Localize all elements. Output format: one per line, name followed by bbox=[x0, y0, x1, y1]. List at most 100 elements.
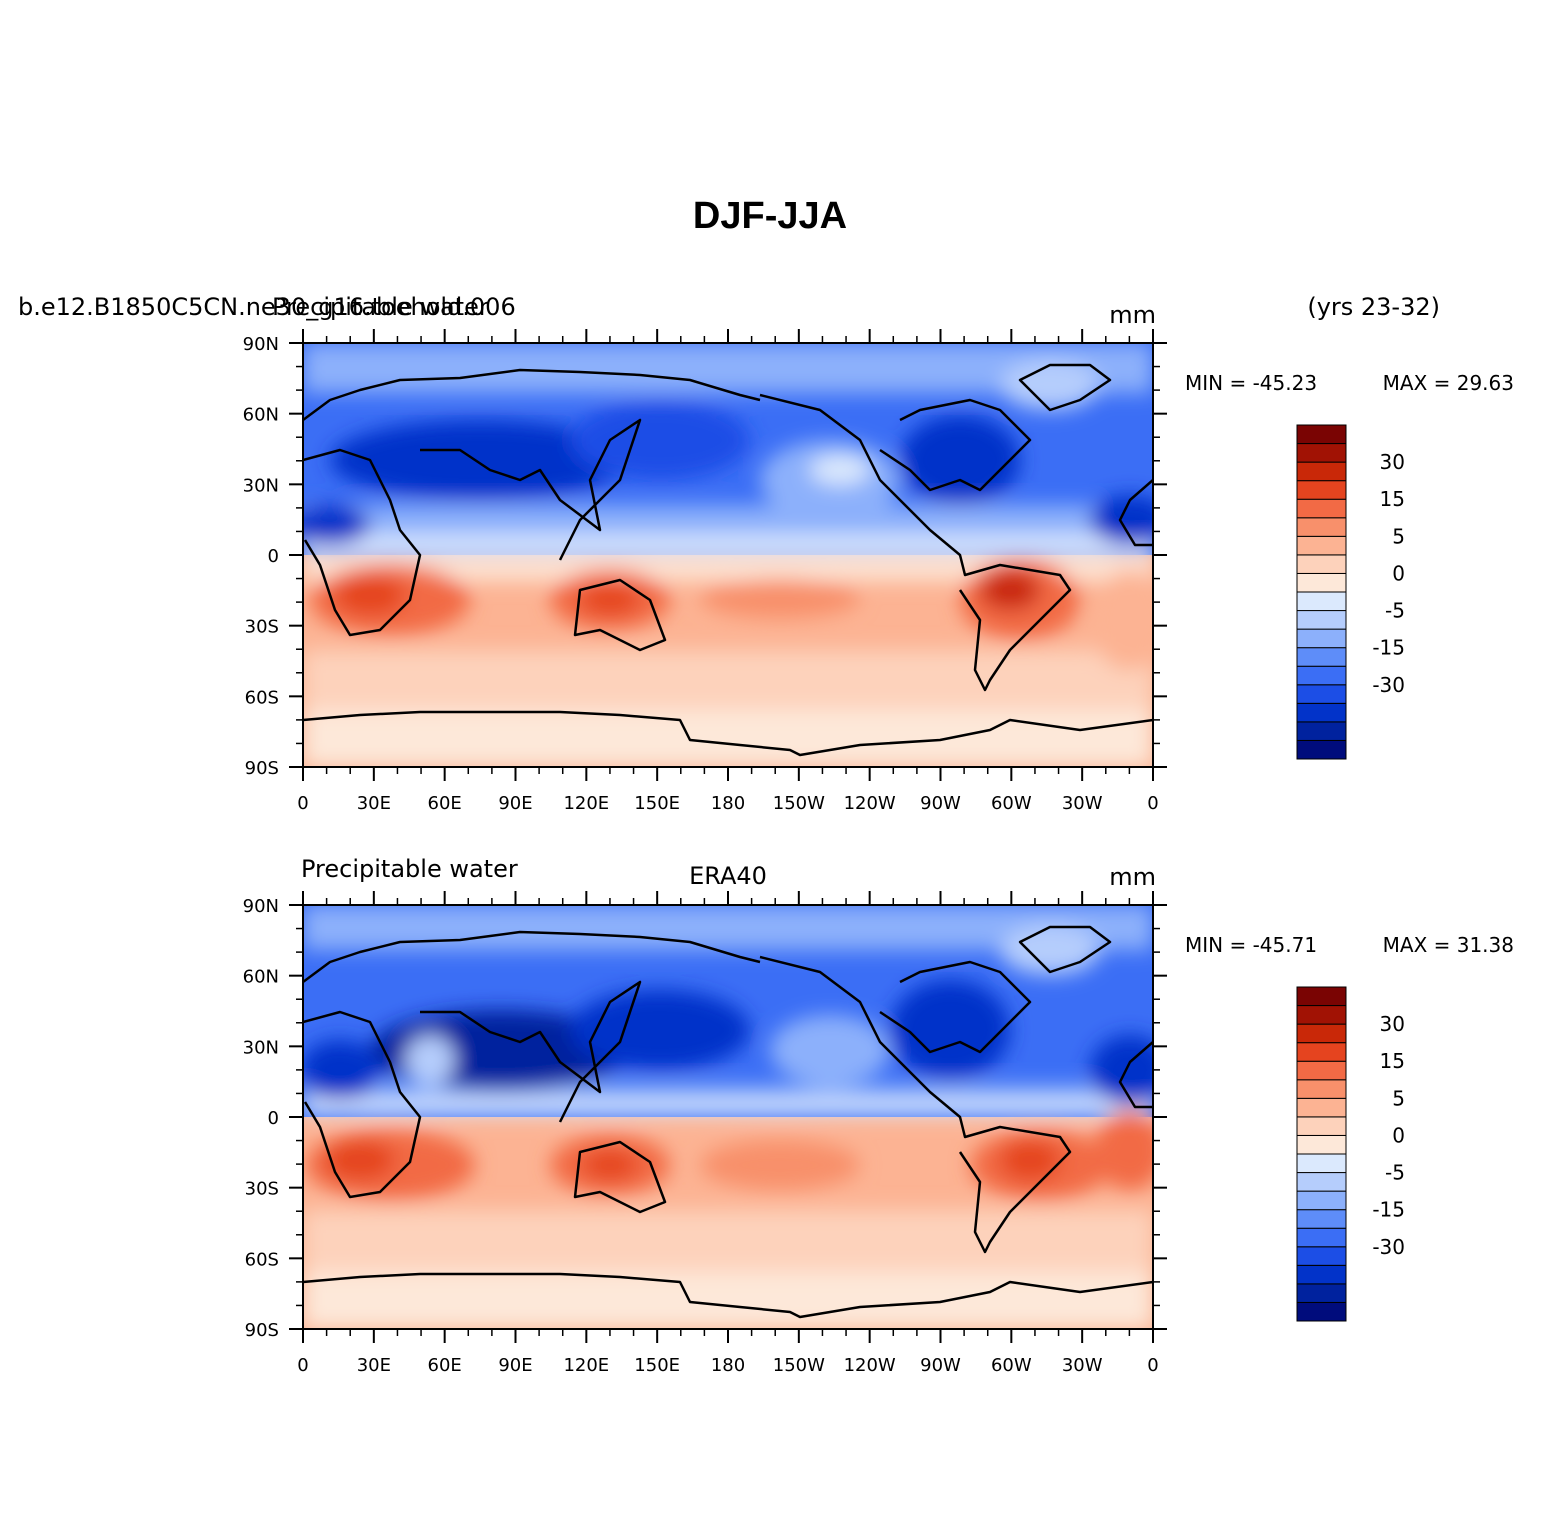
panel-obs-colorbar: 30 15 5 0 -5 -15 -30 bbox=[1296, 986, 1405, 1322]
lat-tick-label: 90N bbox=[243, 334, 279, 355]
colorbar-swatch bbox=[1296, 1153, 1347, 1174]
panel-obs-source-title: ERA40 bbox=[689, 862, 767, 890]
colorbar-swatch bbox=[1296, 535, 1347, 556]
lon-tick-label: 0 bbox=[297, 793, 308, 814]
lat-tick-label: 90S bbox=[245, 1320, 279, 1341]
colorbar-swatch bbox=[1296, 702, 1347, 723]
lon-tick-label: 90E bbox=[498, 793, 532, 814]
panel-obs-units: mm bbox=[1109, 863, 1156, 891]
lon-tick-label: 60W bbox=[991, 1355, 1032, 1376]
colorbar-swatch bbox=[1296, 498, 1347, 519]
colorbar-label: 0 bbox=[1392, 1123, 1405, 1147]
colorbar-swatch bbox=[1296, 1060, 1347, 1081]
colorbar-swatch bbox=[1296, 1042, 1347, 1062]
colorbar-label: -30 bbox=[1372, 673, 1405, 697]
lon-tick-label: 150E bbox=[634, 1355, 680, 1376]
panel-model-case-title: b.e12.B1850C5CN.ne30_g16.toehold.006 bbox=[18, 293, 516, 321]
colorbar-swatch bbox=[1296, 1246, 1347, 1266]
panel-model-years: (yrs 23-32) bbox=[1307, 293, 1440, 321]
lon-tick-label: 90W bbox=[920, 1355, 961, 1376]
colorbar-swatch bbox=[1296, 610, 1347, 630]
lon-tick-label: 150E bbox=[634, 793, 680, 814]
colorbar-swatch bbox=[1296, 554, 1347, 574]
figure-title: DJF-JJA bbox=[693, 195, 847, 237]
coastlines bbox=[303, 363, 1153, 757]
lat-tick-label: 90N bbox=[243, 896, 279, 917]
panel-model-map bbox=[303, 343, 1153, 767]
colorbar-swatch bbox=[1296, 1023, 1347, 1044]
colorbar-swatch bbox=[1296, 1209, 1347, 1229]
lon-tick-label: 0 bbox=[297, 1355, 308, 1376]
colorbar-swatch bbox=[1296, 684, 1347, 704]
colorbar-swatch bbox=[1296, 665, 1347, 686]
panel-obs-variable-title: Precipitable water bbox=[301, 855, 518, 883]
panel-model-units: mm bbox=[1109, 301, 1156, 329]
panel-obs-axes: 90N 60N 30N 0 30S 60S 90S 0 30E 60E 90E 120E 150E 180… bbox=[243, 891, 1167, 1376]
colorbar-swatch bbox=[1296, 1097, 1347, 1118]
lon-tick-label: 180 bbox=[711, 793, 745, 814]
lat-tick-label: 0 bbox=[268, 1108, 279, 1129]
colorbar-label: 5 bbox=[1392, 524, 1405, 548]
colorbar-swatch bbox=[1296, 721, 1347, 741]
colorbar-swatch bbox=[1296, 461, 1347, 482]
colorbar-label: 15 bbox=[1380, 1049, 1405, 1073]
lon-tick-label: 120E bbox=[563, 1355, 609, 1376]
panel-model-colorbar: 30 15 5 0 -5 -15 -30 bbox=[1296, 424, 1405, 760]
colorbar-swatch bbox=[1296, 572, 1347, 593]
colorbar-swatch bbox=[1296, 517, 1347, 537]
lon-tick-label: 30W bbox=[1062, 793, 1103, 814]
colorbar-label: 5 bbox=[1392, 1086, 1405, 1110]
lat-tick-label: 90S bbox=[245, 758, 279, 779]
lat-tick-label: 60N bbox=[243, 967, 279, 988]
panel-obs-min: MIN = -45.71 bbox=[1185, 933, 1317, 957]
colorbar-swatch bbox=[1296, 986, 1347, 1007]
colorbar-swatch bbox=[1296, 628, 1347, 649]
lon-tick-label: 150W bbox=[773, 1355, 825, 1376]
lon-tick-label: 30E bbox=[357, 793, 391, 814]
lon-tick-label: 120W bbox=[844, 1355, 896, 1376]
lon-tick-label: 150W bbox=[773, 793, 825, 814]
lat-tick-label: 0 bbox=[268, 546, 279, 567]
lat-tick-label: 30N bbox=[243, 475, 279, 496]
lat-tick-label: 60S bbox=[245, 687, 279, 708]
lat-tick-label: 60S bbox=[245, 1249, 279, 1270]
coastlines bbox=[303, 925, 1153, 1319]
colorbar-swatch bbox=[1296, 1116, 1347, 1136]
lat-tick-label: 30S bbox=[245, 617, 279, 638]
lon-tick-label: 90E bbox=[498, 1355, 532, 1376]
colorbar-swatch bbox=[1296, 1264, 1347, 1285]
colorbar-swatch bbox=[1296, 443, 1347, 463]
panel-obs-map bbox=[303, 905, 1153, 1329]
panel-obs-max: MAX = 31.38 bbox=[1383, 933, 1514, 957]
colorbar-swatch bbox=[1296, 1079, 1347, 1099]
colorbar-label: 0 bbox=[1392, 561, 1405, 585]
colorbar-label: -5 bbox=[1385, 599, 1405, 623]
colorbar-label: -15 bbox=[1372, 636, 1405, 660]
panel-model-variable-title: Precipitable water bbox=[272, 293, 489, 321]
colorbar-swatch bbox=[1296, 647, 1347, 667]
lon-tick-label: 180 bbox=[711, 1355, 745, 1376]
lon-tick-label: 120E bbox=[563, 793, 609, 814]
colorbar-swatch bbox=[1296, 1283, 1347, 1303]
lon-tick-label: 90W bbox=[920, 793, 961, 814]
lon-tick-label: 60W bbox=[991, 793, 1032, 814]
lon-tick-label: 60E bbox=[428, 793, 462, 814]
colorbar-swatch bbox=[1296, 591, 1347, 612]
colorbar-swatch bbox=[1296, 424, 1347, 445]
colorbar-swatch bbox=[1296, 1190, 1347, 1211]
colorbar-label: -15 bbox=[1372, 1198, 1405, 1222]
lat-tick-label: 60N bbox=[243, 405, 279, 426]
panel-model: b.e12.B1850C5CN.ne30_g16.toehold.006 Pre… bbox=[18, 293, 1514, 814]
colorbar-swatch bbox=[1296, 1172, 1347, 1192]
colorbar-label: 30 bbox=[1380, 450, 1405, 474]
colorbar-label: -5 bbox=[1385, 1161, 1405, 1185]
colorbar-swatch bbox=[1296, 480, 1347, 500]
colorbar-swatch bbox=[1296, 1005, 1347, 1025]
colorbar-label: 15 bbox=[1380, 487, 1405, 511]
panel-model-axes: 90N 60N 30N 0 30S 60S 90S 0 30E 60E 90E 120E 150E 180… bbox=[243, 329, 1167, 814]
lon-tick-label: 30E bbox=[357, 1355, 391, 1376]
colorbar-label: 30 bbox=[1380, 1012, 1405, 1036]
lon-tick-label: 30W bbox=[1062, 1355, 1103, 1376]
colorbar-swatch bbox=[1296, 1227, 1347, 1248]
